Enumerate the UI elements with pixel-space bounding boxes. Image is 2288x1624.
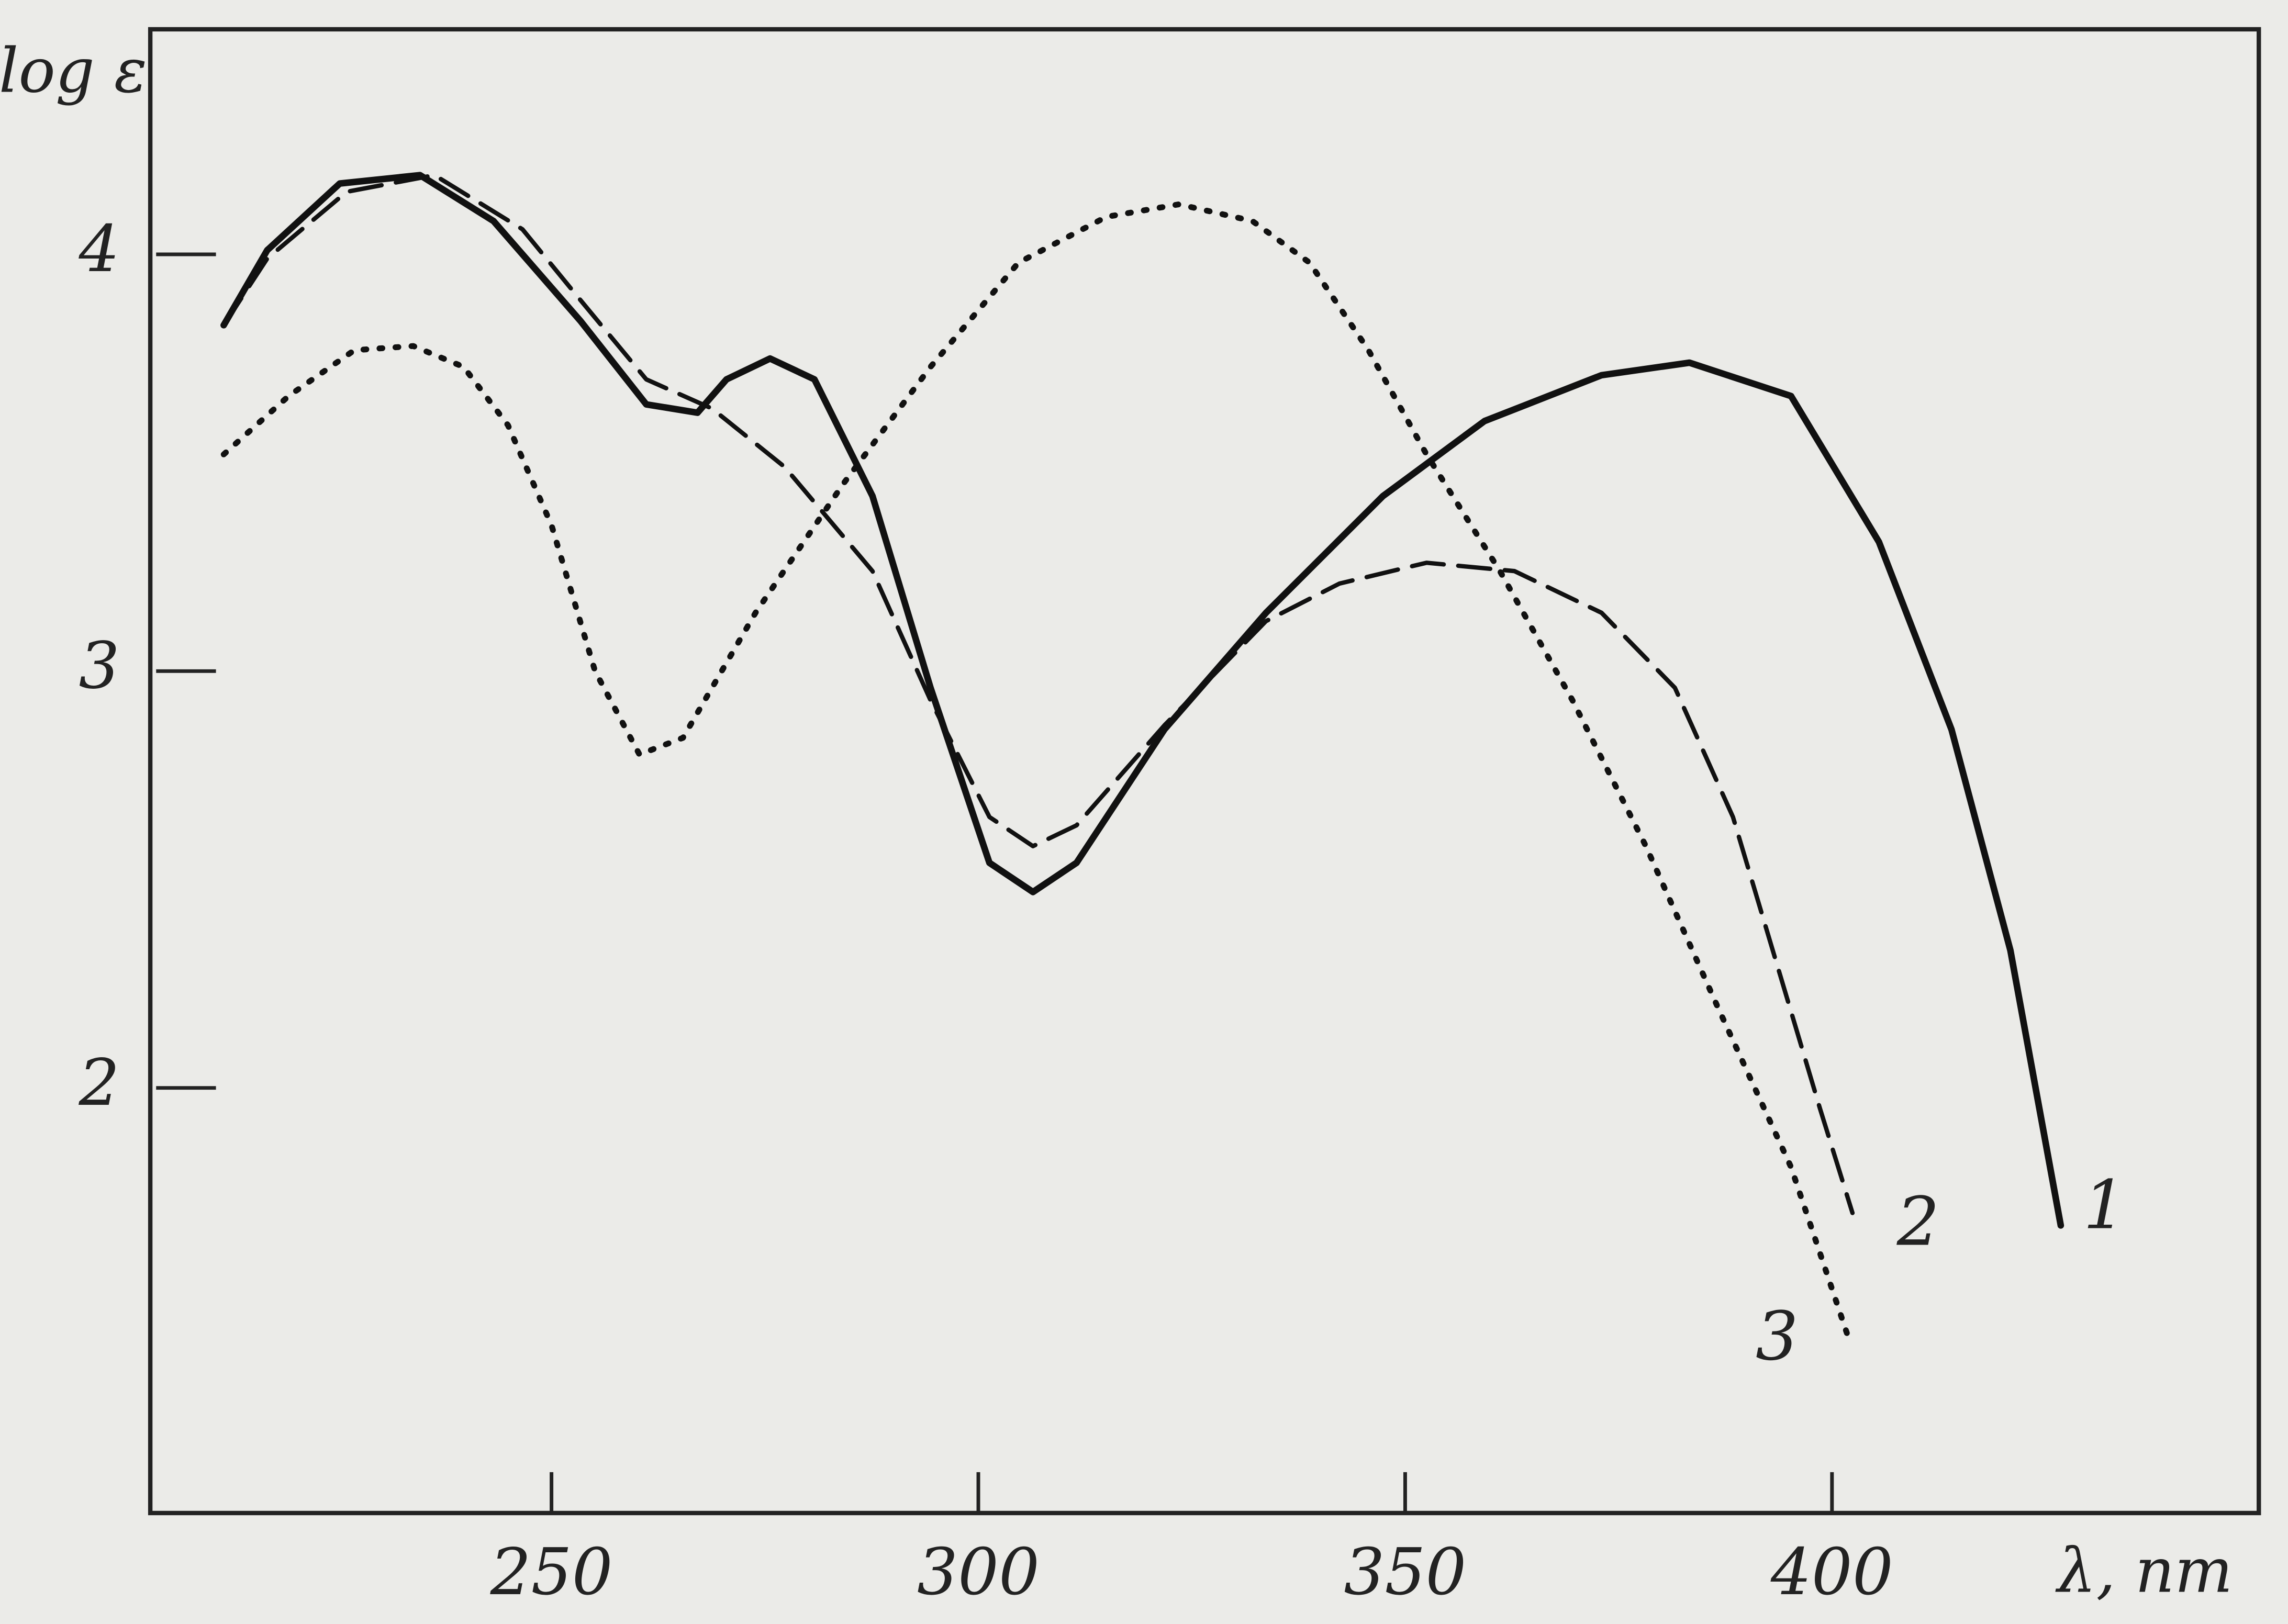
x-tick-label: 300: [917, 1535, 1040, 1609]
y-axis-label: log ε: [0, 35, 147, 107]
curve-label: 2: [1896, 1183, 1940, 1261]
x-tick-label: 250: [490, 1535, 613, 1609]
curve: [220, 201, 1853, 1346]
curve-label: 3: [1756, 1297, 1799, 1375]
y-tick-label: 2: [79, 1045, 120, 1120]
curve: [221, 173, 1855, 1215]
plot-frame: [148, 27, 2261, 1516]
curve: [220, 172, 2064, 1229]
y-tick-label: 4: [79, 211, 120, 286]
y-tick-label: 3: [79, 629, 120, 703]
x-axis-label: λ, nm: [2055, 1535, 2233, 1606]
x-tick-label: 350: [1344, 1535, 1466, 1609]
x-tick-label: 400: [1770, 1535, 1893, 1609]
curve-label: 1: [2083, 1167, 2126, 1245]
